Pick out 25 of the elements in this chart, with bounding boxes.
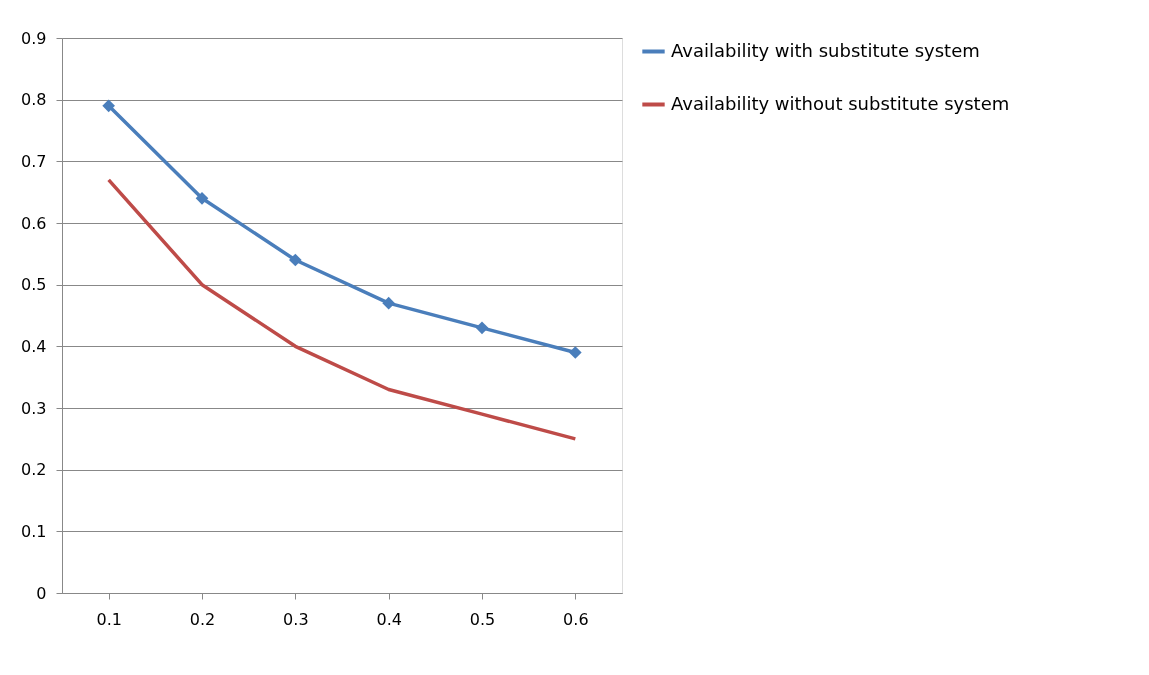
x-tick-label: 0.3 — [283, 609, 309, 629]
point — [569, 346, 582, 359]
x-tick-label: 0.6 — [563, 609, 589, 629]
x-tick-label: 0.1 — [96, 609, 122, 629]
y-tick-label: 0.4 — [21, 336, 47, 356]
point — [195, 192, 209, 205]
y-tick-label: 0.8 — [21, 90, 47, 110]
y-tick-label: 0 — [36, 583, 47, 603]
y-tick-label: 0.9 — [21, 28, 47, 48]
y-tick-label: 0.5 — [21, 275, 47, 295]
y-tick-label: 0.7 — [21, 151, 47, 171]
point — [382, 296, 395, 310]
line-series — [106, 178, 578, 441]
y-tick-label: 0.6 — [21, 213, 47, 233]
y-tick-label: 0.2 — [21, 460, 47, 480]
point — [475, 321, 489, 335]
x-tick-label: 0.5 — [469, 609, 496, 629]
legend-label: Availability without substitute system — [671, 92, 1010, 114]
x-tick-label: 0.2 — [189, 609, 216, 629]
y-tick-label: 0.1 — [21, 521, 47, 541]
point — [102, 99, 115, 113]
point — [289, 253, 302, 267]
x-tick-label: 0.4 — [376, 609, 402, 629]
y-tick-label: 0.3 — [21, 398, 47, 418]
legend-label: Availability with substitute system — [671, 39, 980, 61]
